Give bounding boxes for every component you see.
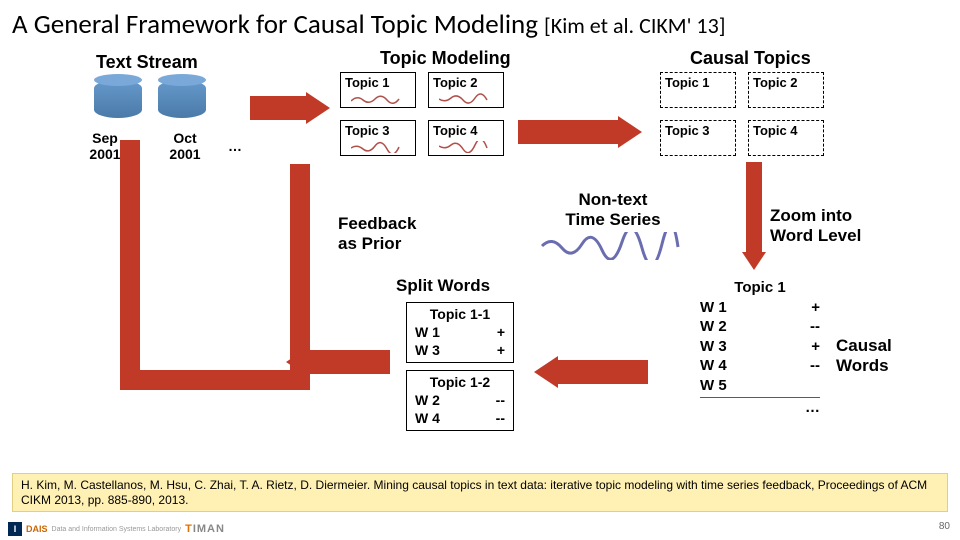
ct-topic-3: Topic 3 (660, 120, 736, 156)
cylinder-oct (158, 80, 206, 118)
tm-topic-1: Topic 1 (340, 72, 416, 108)
tm-topic-1-squiggle (351, 93, 401, 105)
label-text-stream: Text Stream (96, 52, 198, 73)
split-box-1: Topic 1-1 W 1 + W 3 + (406, 302, 514, 363)
label-feedback: Feedbackas Prior (338, 214, 416, 254)
logo-dais-sub: Data and Information Systems Laboratory (52, 526, 182, 533)
ct-topic-2-label: Topic 2 (753, 75, 798, 90)
tm-topic-4: Topic 4 (428, 120, 504, 156)
tm-topic-2-squiggle (439, 93, 489, 105)
ct-topic-1-label: Topic 1 (665, 75, 710, 90)
loop-up (120, 140, 140, 390)
ct-topic-1: Topic 1 (660, 72, 736, 108)
tm-topic-1-label: Topic 1 (345, 75, 390, 90)
stream-ellipsis: … (228, 138, 242, 154)
tm-topic-4-squiggle (439, 141, 489, 153)
title-main: A General Framework for Causal Topic Mod… (12, 8, 544, 41)
tm-topic-3-label: Topic 3 (345, 123, 390, 138)
ct-topic-4: Topic 4 (748, 120, 824, 156)
arrow-tm-to-causal (518, 120, 618, 144)
label-nontext-ts: Non-textTime Series (548, 190, 678, 230)
label-causal-topics: Causal Topics (690, 48, 811, 69)
split-2-s2: -- (496, 409, 505, 427)
arrow-stream-to-tm (250, 96, 306, 120)
tm-topic-3: Topic 3 (340, 120, 416, 156)
cw-s1: + (811, 298, 820, 318)
tm-topic-4-label: Topic 4 (433, 123, 478, 138)
loop-down (290, 164, 310, 370)
cw-w3: W 3 (700, 337, 727, 357)
label-zoom: Zoom intoWord Level (770, 206, 861, 246)
arrow-zoom-down-head (742, 252, 766, 270)
arrow-stream-to-tm-head (306, 92, 330, 124)
cw-w4: W 4 (700, 356, 727, 376)
time-series-squiggle (540, 232, 680, 260)
logo-timan: TIMAN (185, 523, 225, 535)
cw-s2: -- (810, 317, 820, 337)
arrow-split-to-loop (310, 350, 390, 374)
split-1-w1: W 1 (415, 323, 440, 341)
arrow-split-to-loop-head (286, 346, 310, 378)
cw-dots: … (700, 398, 820, 418)
loop-bottom (120, 370, 310, 390)
split-1-title: Topic 1-1 (415, 305, 505, 323)
tm-topic-3-squiggle (351, 141, 401, 153)
title-citation: [Kim et al. CIKM' 13] (544, 12, 725, 39)
ct-topic-4-label: Topic 4 (753, 123, 798, 138)
split-box-2: Topic 1-2 W 2 -- W 4 -- (406, 370, 514, 431)
label-split-words: Split Words (396, 276, 490, 296)
slide-title: A General Framework for Causal Topic Mod… (12, 8, 725, 41)
arrow-zoom-down (746, 162, 762, 252)
slide-number: 80 (939, 521, 950, 532)
split-1-w2: W 3 (415, 341, 440, 359)
arrow-tm-to-causal-head (618, 116, 642, 148)
causal-words-box: Topic 1 W 1 + W 2 -- W 3 + W 4 -- W 5 … (700, 278, 820, 418)
arrow-causal-to-split (558, 360, 648, 384)
arrow-causal-to-split-head (534, 356, 558, 388)
logo-dais: DAIS (26, 524, 48, 534)
cylinder-sep (94, 80, 142, 118)
causal-title: Topic 1 (700, 278, 820, 298)
label-causal-words: CausalWords (836, 336, 892, 376)
cw-w5: W 5 (700, 377, 727, 394)
reference-box: H. Kim, M. Castellanos, M. Hsu, C. Zhai,… (12, 473, 948, 512)
logo-illinois-icon: I (8, 522, 22, 536)
split-1-s1: + (497, 323, 505, 341)
ct-topic-3-label: Topic 3 (665, 123, 710, 138)
cw-w1: W 1 (700, 298, 727, 318)
split-2-w2: W 4 (415, 409, 440, 427)
label-oct: Oct2001 (160, 130, 210, 162)
cw-w2: W 2 (700, 317, 727, 337)
split-2-title: Topic 1-2 (415, 373, 505, 391)
label-topic-modeling: Topic Modeling (380, 48, 511, 69)
tm-topic-2: Topic 2 (428, 72, 504, 108)
split-2-w1: W 2 (415, 391, 440, 409)
tm-topic-2-label: Topic 2 (433, 75, 478, 90)
ct-topic-2: Topic 2 (748, 72, 824, 108)
split-2-s1: -- (496, 391, 505, 409)
split-1-s2: + (497, 341, 505, 359)
cw-s3: + (811, 337, 820, 357)
footer-logos: I DAIS Data and Information Systems Labo… (8, 522, 225, 536)
cw-s4: -- (810, 356, 820, 376)
